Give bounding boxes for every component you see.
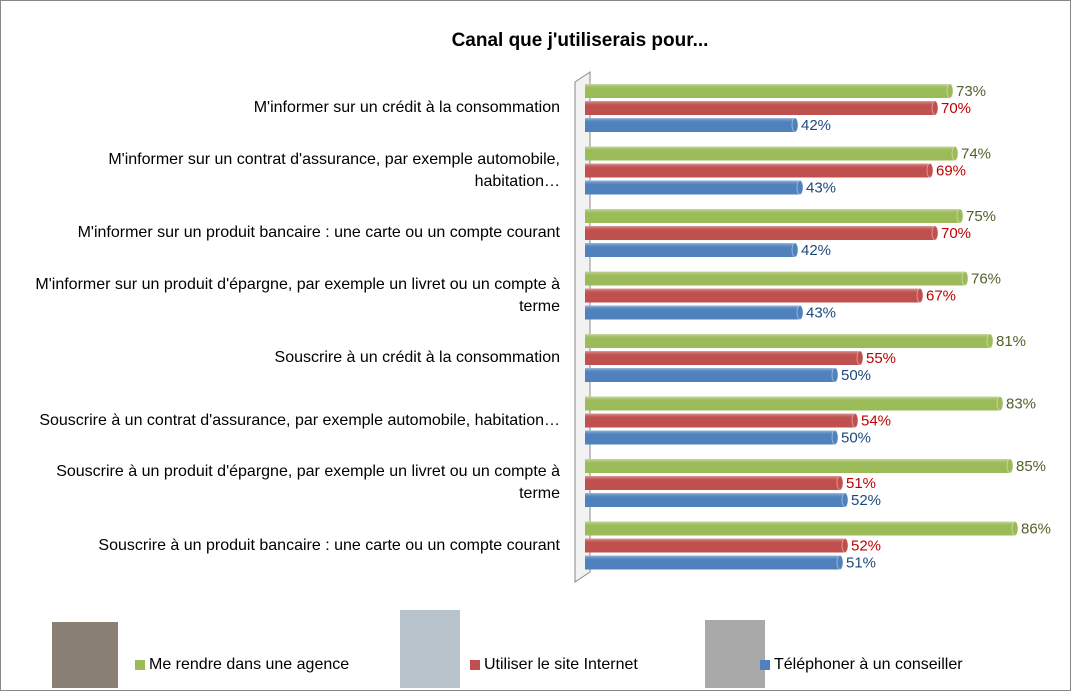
value-label: 83% — [1006, 395, 1036, 412]
bar-cap — [837, 556, 843, 570]
legend-label: Utiliser le site Internet — [484, 656, 638, 674]
category-label: M'informer sur un produit bancaire : une… — [20, 222, 560, 244]
bar-shine — [585, 289, 920, 303]
value-label: 85% — [1016, 458, 1046, 475]
bar-shine — [585, 351, 860, 365]
bar-cap — [797, 306, 803, 320]
bar-shine — [585, 226, 935, 240]
photo-agency — [52, 622, 118, 688]
category-label: M'informer sur un contrat d'assurance, p… — [20, 149, 560, 193]
bar-cap — [932, 226, 938, 240]
value-label: 43% — [806, 304, 836, 321]
chart-title: Canal que j'utiliserais pour... — [0, 30, 1072, 52]
bar-shine — [585, 539, 845, 553]
value-label: 86% — [1021, 520, 1051, 537]
bar-shine — [585, 522, 1015, 536]
bar-cap — [832, 431, 838, 445]
bar-cap — [1012, 522, 1018, 536]
bar-cap — [837, 476, 843, 490]
photo-phone — [705, 620, 765, 688]
legend-label: Me rendre dans une agence — [149, 656, 349, 674]
legend-swatch — [760, 660, 770, 670]
bar-cap — [962, 272, 968, 286]
bar-cap — [842, 493, 848, 507]
value-label: 51% — [846, 554, 876, 571]
bar-shine — [585, 397, 1000, 411]
bar-cap — [832, 368, 838, 382]
bar-shine — [585, 476, 840, 490]
bar-cap — [842, 539, 848, 553]
bar-shine — [585, 334, 990, 348]
value-label: 81% — [996, 333, 1026, 350]
value-label: 55% — [866, 350, 896, 367]
category-label: M'informer sur un produit d'épargne, par… — [20, 274, 560, 318]
legend-label: Téléphoner à un conseiller — [774, 656, 963, 674]
value-label: 75% — [966, 208, 996, 225]
bar-shine — [585, 414, 855, 428]
category-label: Souscrire à un crédit à la consommation — [20, 347, 560, 369]
category-label: Souscrire à un produit d'épargne, par ex… — [20, 461, 560, 505]
bar-cap — [952, 147, 958, 161]
bar-shine — [585, 556, 840, 570]
bar-shine — [585, 164, 930, 178]
photo-internet — [400, 610, 460, 688]
bar-shine — [585, 493, 845, 507]
bar-shine — [585, 272, 965, 286]
value-label: 50% — [841, 367, 871, 384]
value-label: 70% — [941, 225, 971, 242]
bar-cap — [997, 397, 1003, 411]
bar-shine — [585, 243, 795, 257]
bar-shine — [585, 118, 795, 132]
category-label: Souscrire à un produit bancaire : une ca… — [20, 535, 560, 557]
bar-shine — [585, 181, 800, 195]
category-label: M'informer sur un crédit à la consommati… — [20, 97, 560, 119]
value-label: 73% — [956, 83, 986, 100]
bar-shine — [585, 84, 950, 98]
value-label: 74% — [961, 145, 991, 162]
bar-cap — [852, 414, 858, 428]
bar-cap — [792, 118, 798, 132]
bar-cap — [947, 84, 953, 98]
bar-shine — [585, 101, 935, 115]
bar-shine — [585, 147, 955, 161]
bar-cap — [927, 164, 933, 178]
category-label: Souscrire à un contrat d'assurance, par … — [20, 410, 560, 432]
value-label: 52% — [851, 492, 881, 509]
bar-shine — [585, 306, 800, 320]
bar-cap — [797, 181, 803, 195]
bar-cap — [857, 351, 863, 365]
bar-cap — [957, 209, 963, 223]
bar-shine — [585, 431, 835, 445]
chart: 73%74%75%76%81%83%85%86%70%69%70%67%55%5… — [0, 0, 1072, 692]
value-label: 42% — [801, 242, 831, 259]
value-label: 43% — [806, 179, 836, 196]
value-label: 54% — [861, 412, 891, 429]
legend-swatch — [135, 660, 145, 670]
value-label: 67% — [926, 287, 956, 304]
bar-cap — [917, 289, 923, 303]
bar-shine — [585, 209, 960, 223]
bar-cap — [932, 101, 938, 115]
value-label: 70% — [941, 100, 971, 117]
bar-cap — [1007, 459, 1013, 473]
value-label: 42% — [801, 117, 831, 134]
value-label: 69% — [936, 162, 966, 179]
value-label: 52% — [851, 537, 881, 554]
bar-cap — [987, 334, 993, 348]
value-label: 51% — [846, 475, 876, 492]
value-label: 76% — [971, 270, 1001, 287]
bar-shine — [585, 459, 1010, 473]
bar-cap — [792, 243, 798, 257]
value-label: 50% — [841, 429, 871, 446]
legend-swatch — [470, 660, 480, 670]
bar-shine — [585, 368, 835, 382]
